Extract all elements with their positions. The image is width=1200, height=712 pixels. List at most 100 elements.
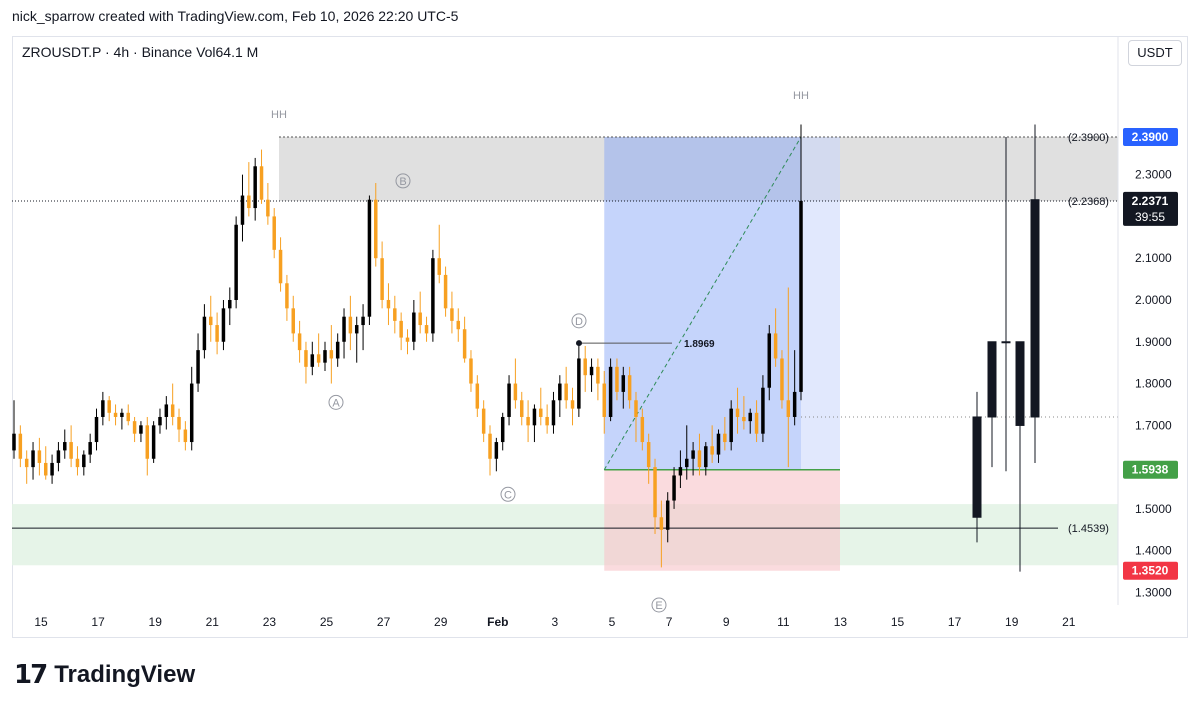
candle (221, 308, 226, 342)
price-chart[interactable]: HHBADCEHH1.89692.30002.20002.10002.00001… (0, 0, 1200, 640)
candle (228, 299, 232, 309)
candle (145, 425, 150, 459)
volume-label: Vol64.1 M (196, 44, 259, 60)
candle (589, 366, 594, 376)
candle (424, 325, 429, 334)
candle (488, 433, 492, 459)
projection-candle (1015, 416, 1025, 426)
candle (94, 416, 99, 443)
candle (253, 166, 257, 209)
annotation-dot (576, 340, 582, 347)
candle (742, 416, 746, 422)
candle (773, 333, 778, 359)
price-tick: 1.7000 (1135, 418, 1172, 432)
candle (272, 216, 276, 250)
tradingview-mark-icon: 17 (14, 660, 48, 690)
supply-zone (279, 137, 1118, 202)
currency-button[interactable]: USDT (1128, 40, 1182, 66)
candle (710, 446, 714, 455)
candle (43, 462, 48, 476)
candle (729, 408, 733, 443)
candle (539, 408, 543, 417)
time-tick: 19 (1005, 615, 1019, 629)
candle (462, 329, 467, 359)
wave-label-circle (651, 597, 667, 613)
candle (393, 308, 397, 321)
tradingview-logo: 17 TradingView (14, 660, 195, 690)
candle (75, 458, 80, 468)
wave-label: E (655, 600, 662, 612)
time-tick: Feb (487, 615, 508, 629)
price-label: 2.2371 (1132, 194, 1169, 208)
candle (88, 442, 92, 455)
candle (120, 412, 124, 417)
candle (735, 408, 740, 417)
time-tick: 13 (834, 615, 848, 629)
candle (786, 400, 791, 417)
candle (202, 316, 207, 351)
candle (189, 383, 194, 443)
candle (723, 433, 727, 443)
candle (558, 383, 562, 401)
time-tick: 17 (91, 615, 105, 629)
candle (570, 400, 575, 409)
candle (361, 316, 365, 326)
wave-label-circle (571, 313, 587, 329)
price-label-box (1123, 561, 1178, 580)
candle (342, 316, 346, 342)
time-tick: 15 (891, 615, 905, 629)
candle (545, 416, 549, 426)
candle (234, 224, 238, 300)
projection-candle (987, 341, 997, 418)
time-tick: 25 (320, 615, 334, 629)
time-tick: 19 (149, 615, 163, 629)
candle (196, 350, 200, 384)
time-tick: 21 (206, 615, 220, 629)
chart-frame (12, 36, 1188, 638)
interval-label[interactable]: 4h (113, 44, 130, 60)
candle (456, 320, 461, 330)
candle (551, 400, 556, 426)
projection-candle (1030, 199, 1040, 418)
price-label: 2.3900 (1132, 130, 1169, 144)
candle (653, 467, 657, 518)
candle (164, 404, 169, 417)
candle (621, 375, 626, 392)
candle (431, 258, 435, 334)
candle (348, 316, 353, 334)
exchange-label: Binance (141, 44, 193, 60)
candle (602, 383, 606, 417)
candle (37, 450, 42, 463)
candle (259, 166, 264, 200)
time-tick: 17 (948, 615, 962, 629)
candle (278, 249, 283, 284)
candle (247, 195, 251, 209)
candle (672, 475, 676, 501)
level-label: (2.2368) (1068, 196, 1109, 208)
price-tick: 1.8000 (1135, 377, 1172, 391)
price-tick: 2.1000 (1135, 251, 1172, 265)
price-label: 1.5938 (1132, 463, 1169, 477)
separator: · (133, 44, 138, 60)
symbol-legend: ZROUSDT.P · 4h · Binance Vol64.1 M (22, 44, 258, 60)
price-tick: 2.3000 (1135, 168, 1172, 182)
candle (761, 387, 765, 434)
candle (132, 421, 137, 434)
candle (380, 258, 384, 300)
candle (450, 308, 454, 321)
candle (386, 299, 391, 309)
symbol-name[interactable]: ZROUSDT.P (22, 44, 102, 60)
candle (443, 274, 448, 309)
logo-text: TradingView (54, 661, 196, 688)
candle (627, 375, 632, 401)
candle (754, 412, 759, 434)
candle (748, 412, 752, 422)
candle (374, 199, 378, 259)
candle (799, 200, 803, 392)
price-tick: 1.5000 (1135, 502, 1172, 516)
time-tick: 29 (434, 615, 448, 629)
candle (704, 446, 708, 468)
candle (469, 358, 473, 384)
price-label-box (1123, 128, 1178, 147)
countdown-label: 39:55 (1135, 210, 1165, 224)
